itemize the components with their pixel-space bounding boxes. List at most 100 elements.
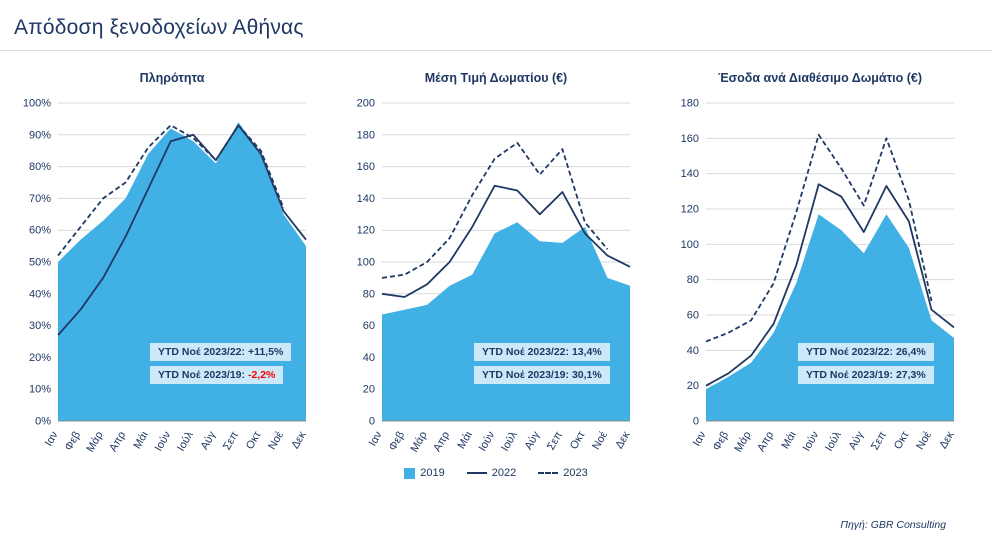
- chart-legend: 2019 2022 2023: [0, 467, 992, 479]
- legend-label-2023: 2023: [563, 467, 588, 479]
- svg-text:Μάρ: Μάρ: [408, 430, 429, 455]
- svg-text:30%: 30%: [29, 320, 51, 332]
- svg-text:Φεβ: Φεβ: [63, 430, 83, 453]
- ytd-2023-19-line: YTD Νοέ 2023/19: 30,1%: [474, 366, 610, 384]
- source-note: Πηγή: GBR Consulting: [840, 519, 946, 531]
- revpar-chart-title: Έσοδα ανά Διαθέσιμο Δωμάτιο (€): [717, 71, 923, 85]
- svg-text:60: 60: [363, 320, 375, 332]
- legend-item-2019: 2019: [404, 467, 445, 479]
- svg-text:40%: 40%: [29, 288, 51, 300]
- ytd-label: YTD Νοέ 2023/22:: [806, 346, 894, 358]
- svg-text:Ιούλ: Ιούλ: [499, 429, 520, 453]
- revpar-chart-panel: Έσοδα ανά Διαθέσιμο Δωμάτιο (€) 0 20 40 60 8…: [660, 71, 980, 465]
- svg-text:Απρ: Απρ: [755, 430, 776, 454]
- charts-row: Πληρότητα 0% 10% 20% 30% 40% 50% 60% 70% 80% 90% 1…: [0, 51, 992, 465]
- svg-text:Σεπ: Σεπ: [545, 429, 565, 452]
- svg-text:Νοέ: Νοέ: [266, 429, 286, 452]
- svg-text:20: 20: [687, 380, 699, 392]
- svg-text:Ιούλ: Ιούλ: [175, 429, 196, 453]
- svg-text:Σεπ: Σεπ: [869, 429, 889, 452]
- svg-text:Αύγ: Αύγ: [199, 429, 219, 452]
- area-swatch-icon: [404, 467, 416, 479]
- adr-plot: 0 20 40 60 80 100 120 140 160 180 200 Ιαν Φεβ Μάρ Απρ Μ…: [357, 98, 633, 455]
- ytd-label: YTD Νοέ 2023/19:: [482, 369, 570, 381]
- revpar-ytd-annotation: YTD Νοέ 2023/22: 26,4% YTD Νοέ 2023/19: …: [798, 343, 934, 389]
- svg-text:60: 60: [687, 310, 699, 322]
- svg-text:90%: 90%: [29, 129, 51, 141]
- svg-text:80: 80: [363, 288, 375, 300]
- occupancy-chart-panel: Πληρότητα 0% 10% 20% 30% 40% 50% 60% 70% 80% 90% 1…: [12, 71, 332, 465]
- svg-text:180: 180: [357, 129, 375, 141]
- svg-text:Ιαν: Ιαν: [691, 429, 709, 448]
- svg-text:40: 40: [363, 352, 375, 364]
- svg-text:120: 120: [357, 225, 375, 237]
- svg-text:Φεβ: Φεβ: [711, 430, 731, 453]
- legend-label-2022: 2022: [491, 467, 517, 479]
- svg-text:140: 140: [357, 193, 375, 205]
- svg-text:120: 120: [681, 204, 699, 216]
- svg-text:40: 40: [687, 345, 699, 357]
- ytd-label: YTD Νοέ 2023/22:: [482, 346, 570, 358]
- svg-text:Αύγ: Αύγ: [847, 429, 867, 452]
- svg-text:Μάι: Μάι: [131, 429, 151, 451]
- ytd-label: YTD Νοέ 2023/19:: [806, 369, 894, 381]
- svg-text:Ιούν: Ιούν: [477, 429, 498, 453]
- svg-text:140: 140: [681, 168, 699, 180]
- svg-text:10%: 10%: [29, 384, 51, 396]
- svg-text:Νοέ: Νοέ: [590, 429, 610, 452]
- svg-text:Ιαν: Ιαν: [367, 429, 385, 448]
- svg-text:Απρ: Απρ: [431, 430, 452, 454]
- svg-text:20: 20: [363, 384, 375, 396]
- adr-chart-panel: Μέση Τιμή Δωματίου (€) 0 20 40 60 80 100 120 14…: [336, 71, 656, 465]
- ytd-value: +11,5%: [247, 346, 284, 358]
- ytd-value: -2,2%: [247, 369, 276, 381]
- page-title: Απόδοση ξενοδοχείων Αθήνας: [14, 16, 304, 39]
- svg-text:100: 100: [357, 257, 375, 269]
- svg-text:80%: 80%: [29, 161, 51, 173]
- svg-text:Οκτ: Οκτ: [244, 429, 264, 452]
- svg-text:Νοέ: Νοέ: [914, 429, 934, 452]
- legend-item-2022: 2022: [466, 467, 517, 479]
- ytd-value: 27,3%: [895, 369, 926, 381]
- occupancy-ytd-annotation: YTD Νοέ 2023/22: +11,5% YTD Νοέ 2023/19:…: [150, 343, 292, 389]
- occupancy-chart: 0% 10% 20% 30% 40% 50% 60% 70% 80% 90% 100% Ιαν Φεβ Μ…: [12, 93, 332, 465]
- dashed-line-swatch-icon: [538, 472, 559, 474]
- ytd-label: YTD Νοέ 2023/22:: [158, 346, 246, 358]
- svg-text:Μάι: Μάι: [455, 429, 475, 451]
- ytd-2023-19-line: YTD Νοέ 2023/19: -2,2%: [150, 366, 284, 384]
- svg-text:20%: 20%: [29, 352, 51, 364]
- ytd-value: 30,1%: [571, 369, 602, 381]
- svg-text:180: 180: [681, 98, 699, 110]
- svg-text:60%: 60%: [29, 225, 51, 237]
- legend-label-2019: 2019: [420, 467, 445, 479]
- ytd-label: YTD Νοέ 2023/19:: [158, 369, 246, 381]
- ytd-2023-19-line: YTD Νοέ 2023/19: 27,3%: [798, 366, 934, 384]
- svg-text:Ιαν: Ιαν: [43, 429, 61, 448]
- svg-text:Μάρ: Μάρ: [732, 430, 753, 455]
- svg-text:50%: 50%: [29, 257, 51, 269]
- ytd-2023-22-line: YTD Νοέ 2023/22: +11,5%: [150, 343, 292, 361]
- legend-item-2023: 2023: [538, 467, 588, 479]
- svg-text:160: 160: [681, 133, 699, 145]
- svg-text:0: 0: [693, 416, 699, 428]
- svg-text:100%: 100%: [23, 98, 51, 110]
- svg-text:70%: 70%: [29, 193, 51, 205]
- svg-text:200: 200: [357, 98, 375, 110]
- page-header: Απόδοση ξενοδοχείων Αθήνας: [0, 0, 992, 51]
- svg-text:80: 80: [687, 274, 699, 286]
- svg-text:160: 160: [357, 161, 375, 173]
- svg-text:Οκτ: Οκτ: [568, 429, 588, 452]
- adr-chart-title: Μέση Τιμή Δωματίου (€): [424, 71, 568, 85]
- svg-text:0%: 0%: [35, 416, 51, 428]
- svg-text:Φεβ: Φεβ: [387, 430, 407, 453]
- ytd-2023-22-line: YTD Νοέ 2023/22: 26,4%: [798, 343, 934, 361]
- ytd-value: 13,4%: [571, 346, 602, 358]
- svg-text:0: 0: [369, 416, 375, 428]
- svg-text:Δεκ: Δεκ: [289, 429, 309, 451]
- ytd-value: 26,4%: [895, 346, 926, 358]
- svg-text:Ιούν: Ιούν: [153, 429, 174, 453]
- adr-ytd-annotation: YTD Νοέ 2023/22: 13,4% YTD Νοέ 2023/19: …: [474, 343, 610, 389]
- svg-text:Δεκ: Δεκ: [613, 429, 633, 451]
